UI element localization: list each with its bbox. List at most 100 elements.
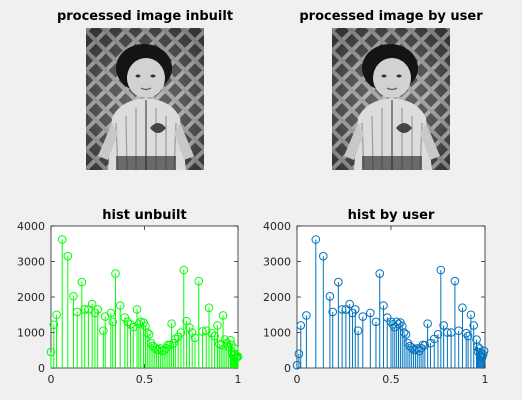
stem-marker <box>401 329 411 339</box>
stem-marker <box>224 342 233 352</box>
y-tick-label: 3000 <box>17 256 45 269</box>
y-tick-label: 0 <box>284 362 291 375</box>
stem-marker <box>213 321 222 330</box>
stem-marker <box>167 319 176 328</box>
stem-marker <box>120 313 130 322</box>
stem-marker <box>72 307 82 317</box>
stem-marker <box>478 350 488 359</box>
stem-marker <box>57 235 67 244</box>
stem-marker <box>115 301 125 310</box>
stem-marker <box>52 310 61 320</box>
stem-marker <box>466 310 476 320</box>
image-1-title: processed image inbuilt <box>57 9 233 24</box>
stem-marker <box>63 251 73 261</box>
stem-marker <box>476 348 486 358</box>
stem-marker <box>436 265 446 275</box>
stem-marker <box>207 328 217 338</box>
stem-marker <box>463 331 473 341</box>
stem-marker <box>230 349 240 359</box>
stem-marker <box>461 328 471 338</box>
stem-marker <box>169 338 178 348</box>
stem-marker <box>375 269 385 278</box>
x-tick-label: 0 <box>294 373 301 386</box>
x-tick-label: 0.5 <box>382 373 400 386</box>
stem-marker <box>334 277 343 287</box>
stem-marker <box>366 308 375 318</box>
stem-marker <box>399 328 409 337</box>
chart-title: hist unbuilt <box>102 208 186 223</box>
stem-marker <box>229 344 239 353</box>
stem-marker <box>294 349 304 359</box>
stem-marker <box>450 276 460 286</box>
stem-marker <box>111 269 120 278</box>
stem-marker <box>439 321 448 330</box>
x-tick-label: 1 <box>235 373 242 386</box>
stem-marker <box>397 321 407 331</box>
stem-marker <box>77 277 87 287</box>
stem-marker <box>176 328 186 337</box>
stem-marker <box>433 329 443 339</box>
image-2-title: processed image by user <box>299 9 483 24</box>
x-tick-label: 1 <box>482 373 489 386</box>
y-tick-label: 1000 <box>263 327 291 340</box>
stem-marker <box>479 346 489 356</box>
stem-marker <box>345 299 354 309</box>
stem-marker <box>69 291 78 301</box>
y-tick-label: 3000 <box>263 256 291 269</box>
stem-marker <box>204 303 214 312</box>
stem-marker <box>144 329 154 339</box>
stem-marker <box>108 317 118 327</box>
stem-marker <box>179 265 189 275</box>
stem-marker <box>353 326 363 336</box>
stem-marker <box>87 299 97 309</box>
x-tick-label: 0.5 <box>136 373 154 386</box>
stem-marker <box>126 320 135 329</box>
y-tick-label: 1000 <box>17 327 45 340</box>
stem-marker <box>173 332 183 342</box>
stem-marker <box>325 291 335 301</box>
stem-marker <box>106 308 116 318</box>
stem-marker <box>99 326 108 336</box>
stem-marker <box>233 352 243 361</box>
stem-marker <box>473 342 482 352</box>
stem-marker <box>420 340 430 350</box>
stem-marker <box>302 311 311 320</box>
stem-marker <box>141 321 150 331</box>
stem-marker <box>93 305 103 314</box>
stem-marker <box>123 317 132 327</box>
stem-marker <box>143 328 152 337</box>
stem-marker <box>392 317 401 327</box>
stem-marker <box>226 336 235 345</box>
x-tick-label: 0 <box>48 373 55 386</box>
image-2 <box>331 27 451 171</box>
stem-marker <box>458 303 467 312</box>
stem-marker <box>328 307 338 317</box>
stem-marker <box>379 301 388 310</box>
stem-marker <box>185 323 194 332</box>
stem-marker <box>218 311 228 320</box>
y-tick-label: 4000 <box>17 220 45 233</box>
stem-marker <box>210 331 219 341</box>
stem-marker <box>411 345 420 354</box>
y-tick-label: 2000 <box>17 291 45 304</box>
stem-marker <box>132 305 142 314</box>
stem-marker <box>296 321 306 330</box>
y-tick-label: 0 <box>38 362 45 375</box>
stem-marker <box>46 347 56 357</box>
stem-marker <box>194 276 204 286</box>
hist-unbuilt-chart: hist unbuilt 0 1000 2000 3000 4000 0 0.5 1 <box>17 208 243 386</box>
stem-marker <box>423 319 432 328</box>
hist-by-user-chart: hist by user 0 1000 2000 3000 4000 0 0.5 1 <box>263 208 489 386</box>
stem-marker <box>49 320 59 329</box>
stem-marker <box>201 326 211 336</box>
stem-marker <box>469 321 479 330</box>
stem-marker <box>187 328 197 337</box>
y-tick-label: 4000 <box>263 220 291 233</box>
stem-marker <box>134 319 144 329</box>
stem-marker <box>311 235 321 244</box>
stem-marker <box>358 312 368 321</box>
stem-marker <box>171 334 180 344</box>
chart-title: hist by user <box>348 208 435 223</box>
image-1 <box>85 27 205 171</box>
